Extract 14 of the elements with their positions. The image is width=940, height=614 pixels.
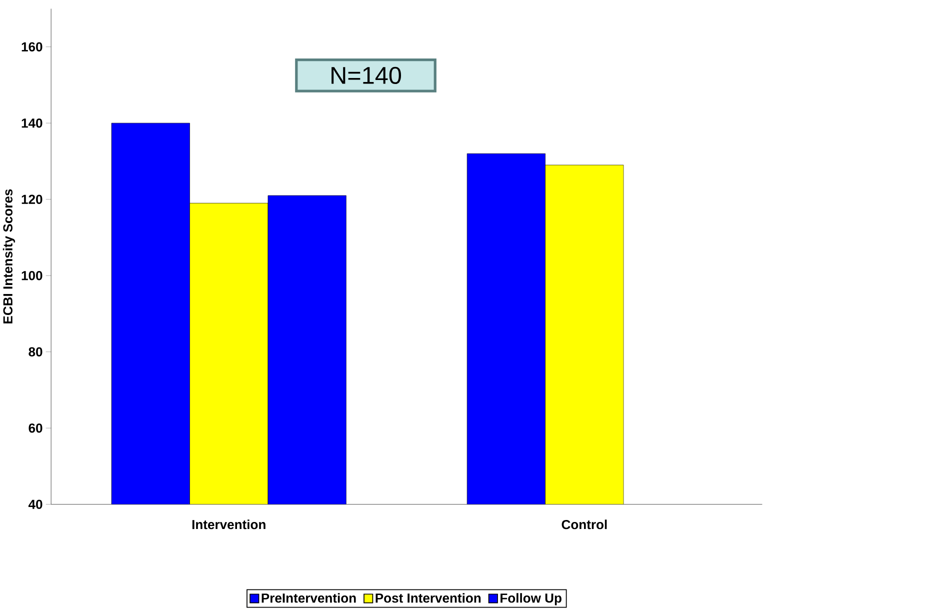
legend-label: Post Intervention bbox=[376, 592, 481, 603]
y-tick-label: 80 bbox=[28, 347, 42, 356]
y-tick-label: 160 bbox=[22, 42, 42, 52]
y-tick-label: 60 bbox=[28, 423, 42, 433]
legend-label: Follow Up bbox=[500, 592, 562, 606]
legend-label: PreIntervention bbox=[262, 592, 356, 603]
y-tick-label: 40 bbox=[28, 500, 42, 509]
y-axis-title: ECBI Intensity Scores bbox=[2, 189, 16, 324]
y-tick-label: 100 bbox=[22, 270, 42, 280]
x-tick-label: Control bbox=[562, 519, 607, 530]
x-tick-label: Intervention bbox=[192, 519, 266, 530]
y-tick-label: 120 bbox=[22, 194, 42, 204]
y-tick-label: 140 bbox=[22, 118, 42, 128]
annotation: N=140 bbox=[332, 66, 402, 84]
